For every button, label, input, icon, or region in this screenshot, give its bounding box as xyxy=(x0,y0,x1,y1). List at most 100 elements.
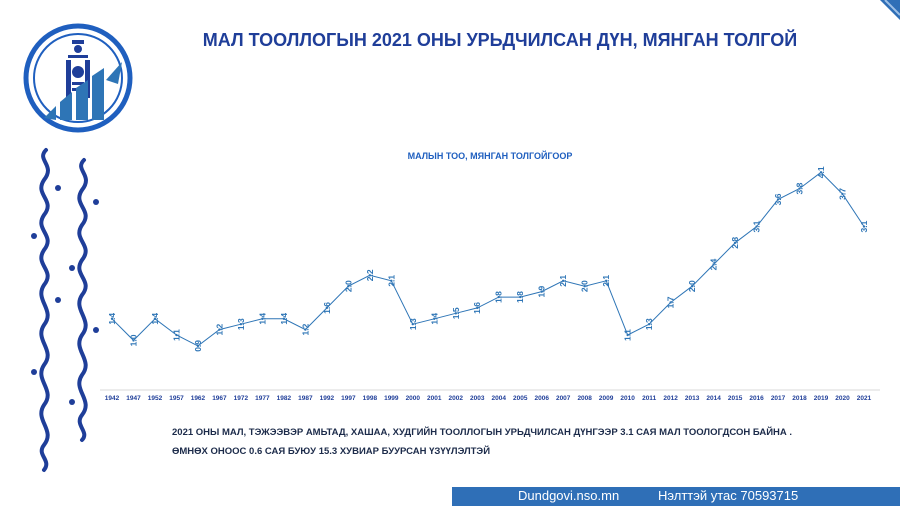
data-point xyxy=(669,301,672,304)
data-point xyxy=(261,317,264,320)
x-tick-label: 2016 xyxy=(749,395,764,402)
data-label: 1.2 xyxy=(300,323,310,335)
data-label: 3.8 xyxy=(795,182,805,194)
x-tick-label: 1998 xyxy=(363,395,378,402)
x-tick-label: 2005 xyxy=(513,395,528,402)
data-point xyxy=(626,333,629,337)
corner-decoration xyxy=(880,0,900,20)
data-point xyxy=(196,344,200,348)
chart-plot: 1.4 1.0 1.4 1.1 0.9 1.2 1.3 1.4 1.4 1.2 1.6 2.0 2.2 2… xyxy=(100,166,880,402)
data-label: 2.1 xyxy=(386,275,396,287)
data-point xyxy=(604,279,608,282)
x-tick-label: 2020 xyxy=(835,395,850,402)
data-label: 2.1 xyxy=(601,275,611,287)
x-tick-label: 1987 xyxy=(298,395,313,402)
x-tick-label: 2013 xyxy=(685,395,700,402)
data-label: 2.0 xyxy=(343,280,353,292)
data-label: 2.4 xyxy=(709,258,719,270)
x-tick-label: 2011 xyxy=(642,395,656,402)
footer-bar: Dundgovi.nso.mn Нэлттэй утас 70593715 xyxy=(452,487,900,506)
data-label: 1.4 xyxy=(257,313,267,325)
data-label: 2.0 xyxy=(580,280,590,292)
data-label: 1.9 xyxy=(537,285,547,297)
x-tick-label: 2008 xyxy=(577,395,592,402)
x-tick-label: 1997 xyxy=(341,395,356,402)
data-point xyxy=(690,285,694,288)
footer-website[interactable]: Dundgovi.nso.mn xyxy=(518,488,620,503)
x-tick-label: 2018 xyxy=(792,395,807,402)
data-label: 1.3 xyxy=(644,318,654,330)
data-point xyxy=(218,328,221,331)
data-point xyxy=(347,285,350,288)
chart-title: МАЛЫН ТОО, МЯНГАН ТОЛГОЙГООР xyxy=(407,151,573,161)
summary-note-1: 2021 ОНЫ МАЛ, ТЭЖЭЭВЭР АМЬТАД, ХАШАА, ХУ… xyxy=(172,427,793,438)
mongolian-script-decoration xyxy=(31,148,99,472)
data-point xyxy=(519,295,522,299)
x-tick-label: 1957 xyxy=(169,395,184,402)
data-point xyxy=(712,263,715,266)
data-label: 2.0 xyxy=(687,280,697,292)
x-tick-label: 2014 xyxy=(706,395,721,402)
data-point xyxy=(411,322,414,326)
data-label: 1.4 xyxy=(150,313,160,325)
data-point xyxy=(132,339,135,342)
data-label: 2.8 xyxy=(730,237,740,249)
x-tick-label: 1977 xyxy=(255,395,270,402)
x-tick-label: 2006 xyxy=(534,395,549,402)
x-tick-label: 2009 xyxy=(599,395,614,402)
data-point xyxy=(239,322,243,326)
data-label: 2.2 xyxy=(365,269,375,281)
data-label: 1.4 xyxy=(279,313,289,325)
data-point xyxy=(776,198,780,201)
data-point xyxy=(862,225,866,228)
x-tick-label: 2004 xyxy=(492,395,507,402)
x-tick-label: 1967 xyxy=(212,395,227,402)
data-point xyxy=(647,322,651,326)
data-label: 1.1 xyxy=(623,329,633,341)
data-point xyxy=(282,317,286,320)
data-label: 1.2 xyxy=(214,323,224,335)
x-tick-label: 1942 xyxy=(105,395,120,402)
x-tick-label: 2000 xyxy=(406,395,421,402)
summary-note-2: ӨМНӨХ ОНООС 0.6 САЯ БУЮУ 15.3 ХУВИАР БУУ… xyxy=(172,446,491,457)
data-label: 1.4 xyxy=(429,313,439,325)
data-label: 3.6 xyxy=(773,193,783,205)
data-point xyxy=(390,279,393,282)
data-point xyxy=(583,285,586,288)
data-label: 2.1 xyxy=(558,275,568,287)
data-label: 1.0 xyxy=(128,334,138,346)
data-label: 3.1 xyxy=(752,220,762,232)
data-point xyxy=(325,306,329,310)
data-point xyxy=(819,171,823,174)
data-point xyxy=(540,290,543,293)
data-point xyxy=(755,225,758,228)
data-point xyxy=(433,317,436,320)
x-tick-label: 2012 xyxy=(663,395,678,402)
data-label: 1.3 xyxy=(236,318,246,330)
x-tick-label: 2007 xyxy=(556,395,571,402)
data-label: 1.4 xyxy=(107,313,117,325)
x-tick-label: 1982 xyxy=(277,395,292,402)
data-label: 1.5 xyxy=(451,307,461,319)
x-tick-label: 2021 xyxy=(857,395,872,402)
data-point xyxy=(110,317,114,320)
x-tick-label: 1972 xyxy=(234,395,249,402)
x-tick-label: 2010 xyxy=(620,395,635,402)
data-point xyxy=(153,317,157,320)
data-label: 4.1 xyxy=(816,166,826,178)
data-point xyxy=(368,274,372,277)
data-label: 1.6 xyxy=(322,302,332,314)
x-tick-label: 2015 xyxy=(728,395,743,402)
data-label: 3.1 xyxy=(859,220,869,232)
x-tick-label: 1947 xyxy=(126,395,141,402)
x-tick-label: 1999 xyxy=(384,395,399,402)
data-label: 1.6 xyxy=(472,302,482,314)
x-tick-label: 2019 xyxy=(814,395,829,402)
x-tick-label: 2002 xyxy=(449,395,464,402)
data-label: 1.7 xyxy=(666,296,676,308)
data-label: 1.8 xyxy=(494,291,504,303)
data-point xyxy=(733,241,737,244)
organization-logo xyxy=(23,23,133,133)
data-label: 1.3 xyxy=(408,318,418,330)
data-point xyxy=(476,306,479,310)
